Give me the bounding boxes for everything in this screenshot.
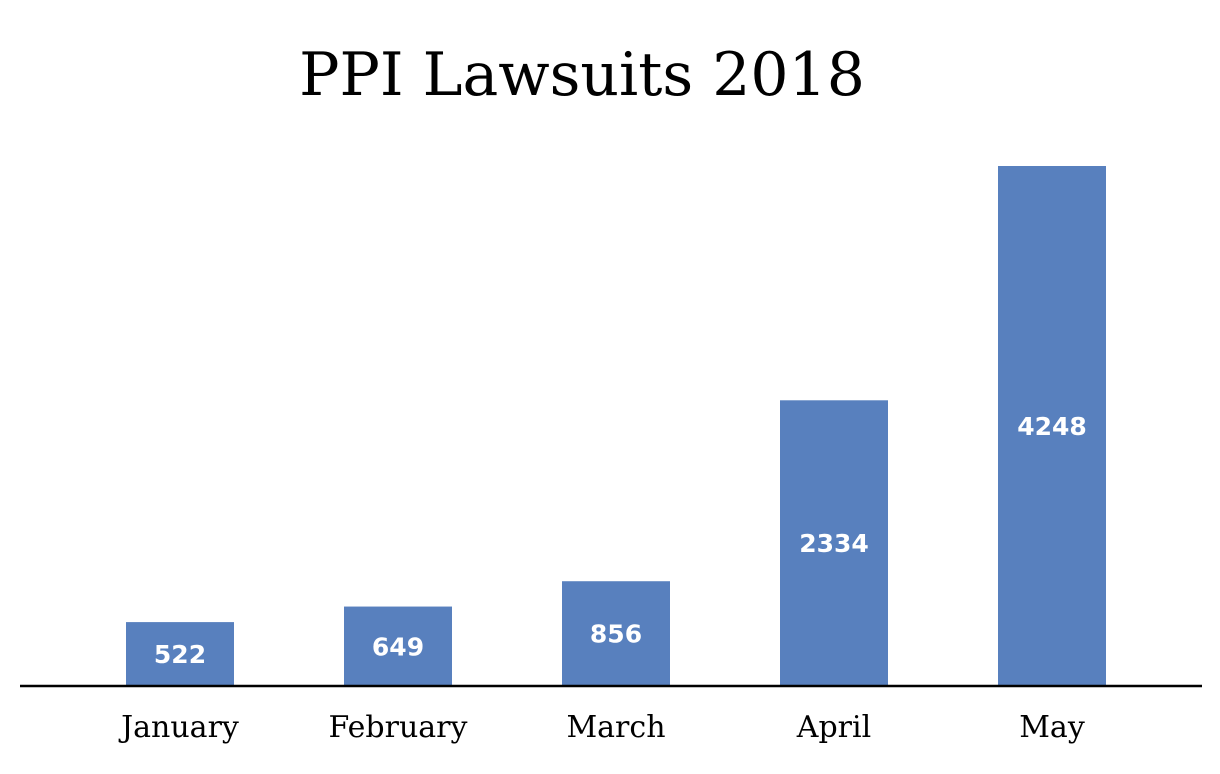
bar-march [562, 581, 670, 686]
category-label-january: January [118, 710, 239, 745]
category-label-february: February [329, 710, 468, 745]
chart-title: PPI Lawsuits 2018 [299, 40, 865, 110]
category-label-april: April [796, 710, 871, 745]
value-label-march: 856 [590, 620, 642, 649]
value-label-may: 4248 [1017, 412, 1087, 441]
category-label-may: May [1019, 710, 1085, 745]
bars-group: 522 649 856 2334 4248 [126, 166, 1106, 686]
bar-may [998, 166, 1106, 686]
value-label-april: 2334 [799, 529, 869, 558]
bar-january [126, 622, 234, 686]
category-labels-group: January February March April May [118, 710, 1085, 745]
value-label-january: 522 [154, 640, 206, 669]
value-label-february: 649 [372, 632, 424, 661]
bar-february [344, 606, 452, 686]
category-label-march: March [566, 710, 665, 745]
bar-april [780, 400, 888, 686]
